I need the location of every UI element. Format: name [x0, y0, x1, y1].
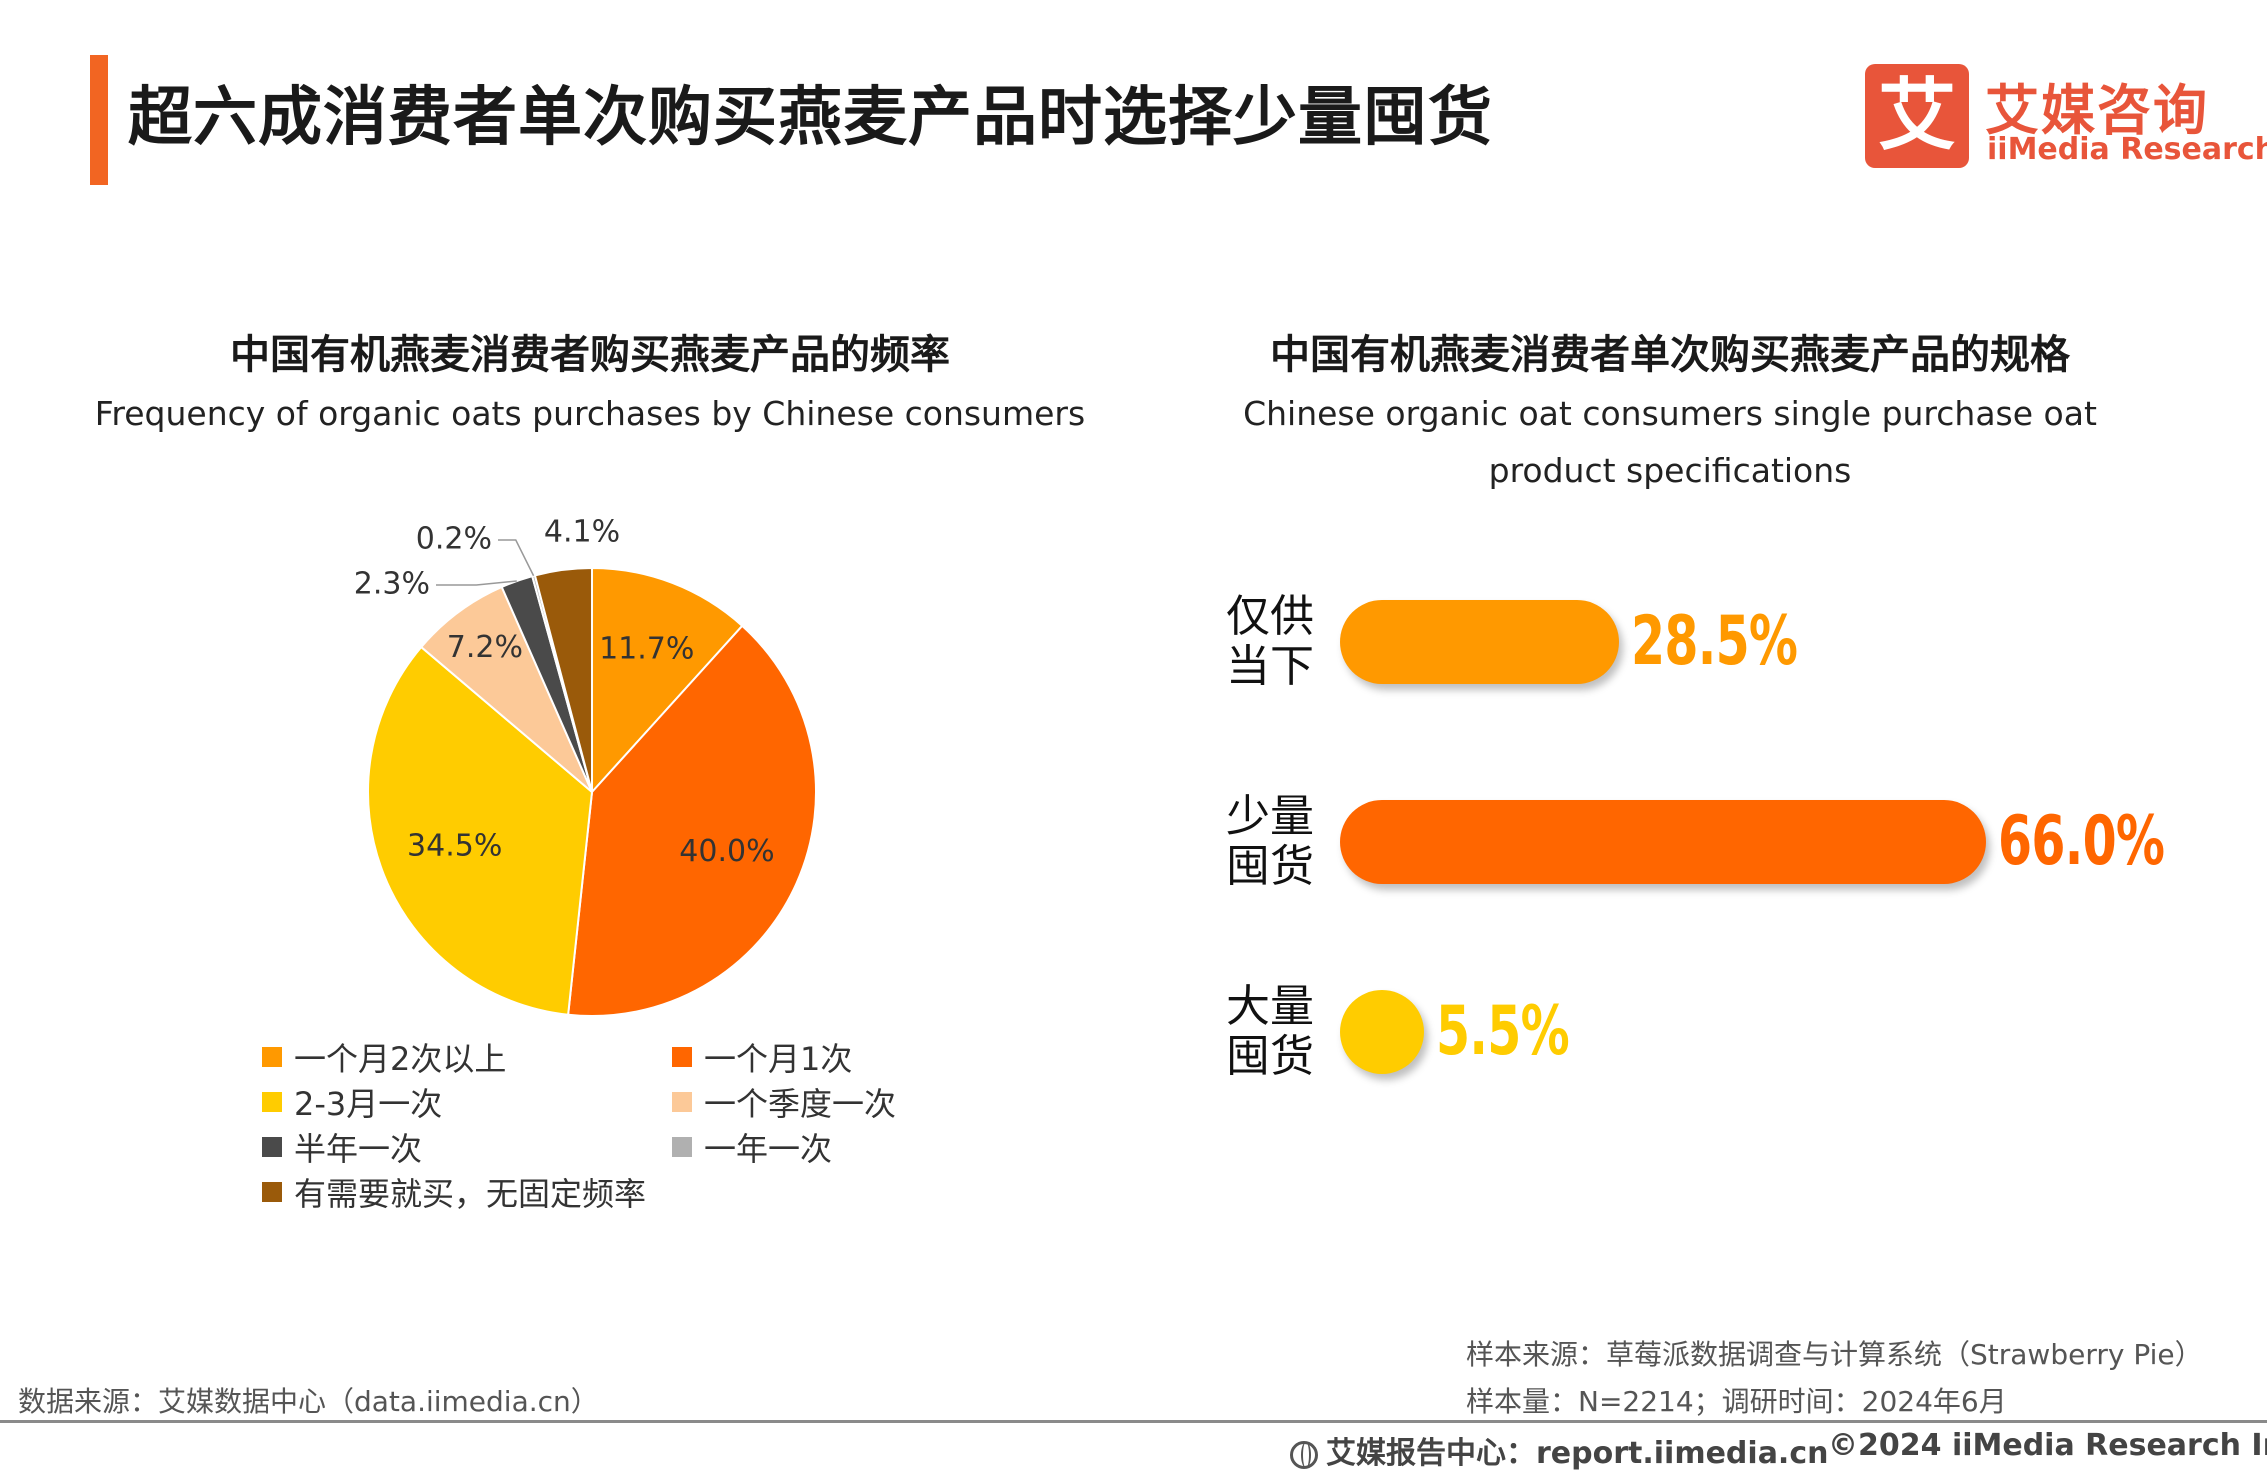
legend-label-5: 一年一次: [704, 1130, 833, 1168]
pie-slice-5: [530, 574, 593, 793]
bar-category-label-1: 少量囤货: [1226, 791, 1314, 892]
pie-slice-3: [419, 585, 593, 793]
legend-swatch-5: [672, 1137, 692, 1157]
pie-slice-6: [533, 566, 593, 793]
legend-swatch-6: [262, 1182, 282, 1202]
logo-mark-icon: 艾: [1865, 64, 1969, 168]
bar-category-label-2: 大量囤货: [1226, 981, 1314, 1082]
bar-1: [1340, 800, 1986, 884]
pie-slice-2: [367, 645, 594, 1016]
bar-chart-title: 中国有机燕麦消费者单次购买燕麦产品的规格: [1270, 332, 2070, 378]
report-center-link[interactable]: 艾媒报告中心：report.iimedia.cn: [1290, 1428, 1828, 1472]
pie-data-label-0: 11.7%: [599, 631, 694, 666]
logo-name-en: iiMedia Research: [1987, 132, 2267, 167]
bar-2: [1340, 990, 1424, 1074]
legend-item-4: 半年一次: [262, 1124, 422, 1170]
legend-item-2: 2-3月一次: [262, 1079, 442, 1125]
pie-data-label-5: 0.2%: [416, 522, 492, 557]
report-center-text: 艾媒报告中心：report.iimedia.cn: [1326, 1436, 1829, 1471]
data-source-note: 数据来源：艾媒数据中心（data.iimedia.cn）: [18, 1385, 599, 1418]
bar-0: [1340, 600, 1619, 684]
title-accent-bar: [90, 55, 108, 185]
footer-divider: [0, 1420, 2267, 1423]
pie-leader-line-4: [436, 580, 517, 586]
pie-chart-title: 中国有机燕麦消费者购买燕麦产品的频率: [230, 332, 950, 378]
bar-category-label-0: 仅供当下: [1226, 591, 1314, 692]
pie-chart-subtitle: Frequency of organic oats purchases by C…: [94, 394, 1086, 433]
legend-item-1: 一个月1次: [672, 1034, 852, 1080]
legend-label-6: 有需要就买，无固定频率: [294, 1175, 647, 1213]
pie-slice-0: [591, 566, 744, 795]
legend-swatch-1: [672, 1047, 692, 1067]
bar-value-label-0: 28.5%: [1630, 602, 1798, 681]
iimedia-logo: 艾 艾媒咨询 iiMedia Research: [1865, 64, 2267, 174]
sample-source-note: 样本来源：草莓派数据调查与计算系统（Strawberry Pie）: [1466, 1338, 2203, 1371]
legend-label-4: 半年一次: [294, 1130, 423, 1168]
bar-chart-subtitle: Chinese organic oat consumers single pur…: [1243, 394, 2097, 490]
legend-swatch-0: [262, 1047, 282, 1067]
globe-icon: [1290, 1440, 1318, 1469]
bar-chart-area: 仅供当下 28.5% 少量囤货 66.0% 大量囤货 5.5%: [1200, 560, 2240, 1120]
pie-data-label-2: 34.5%: [407, 828, 502, 863]
copyright: ©2024 iiMedia Research Inc: [1828, 1428, 2267, 1463]
legend-label-1: 一个月1次: [704, 1040, 853, 1078]
legend-swatch-2: [262, 1092, 282, 1112]
legend-swatch-4: [262, 1137, 282, 1157]
legend-label-3: 一个季度一次: [704, 1085, 897, 1123]
pie-slice-1: [567, 624, 817, 1017]
legend-label-2: 2-3月一次: [294, 1085, 443, 1123]
logo-name-cn: 艾媒咨询: [1985, 79, 2209, 142]
legend-item-0: 一个月2次以上: [262, 1034, 506, 1080]
pie-data-label-3: 7.2%: [447, 630, 523, 665]
pie-data-label-6: 4.1%: [544, 515, 620, 550]
pie-leader-line-5: [498, 539, 535, 577]
page-title: 超六成消费者单次购买燕麦产品时选择少量囤货: [128, 81, 1493, 155]
bar-value-label-1: 66.0%: [1998, 802, 2165, 881]
pie-data-label-4: 2.3%: [354, 567, 430, 602]
pie-data-label-1: 40.0%: [679, 834, 774, 869]
pie-slice-4: [500, 574, 593, 793]
legend-item-3: 一个季度一次: [672, 1079, 896, 1125]
bar-value-label-2: 5.5%: [1436, 992, 1570, 1071]
legend-item-6: 有需要就买，无固定频率: [262, 1169, 646, 1215]
pie-legend: 一个月2次以上 一个月1次 2-3月一次 一个季度一次半年一次 一年一次有需要就买，无固…: [262, 1034, 1082, 1224]
sample-size-note: 样本量：N=2214；调研时间：2024年6月: [1466, 1385, 2007, 1418]
legend-swatch-3: [672, 1092, 692, 1112]
legend-label-0: 一个月2次以上: [294, 1040, 507, 1078]
legend-item-5: 一年一次: [672, 1124, 832, 1170]
